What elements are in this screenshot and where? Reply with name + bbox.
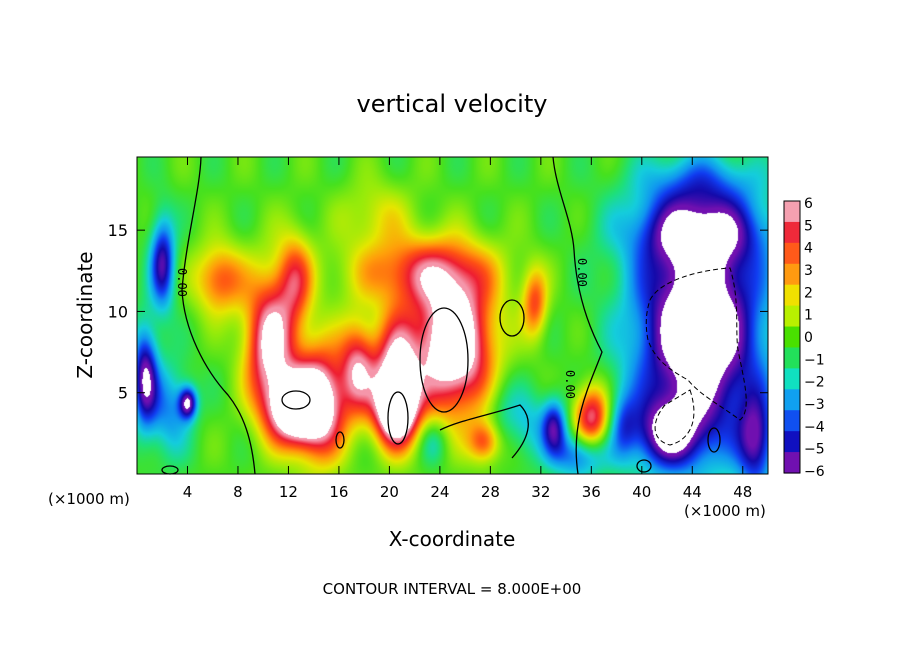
chart-title: vertical velocity	[357, 90, 548, 118]
contour-loop-mid	[387, 391, 409, 445]
x-tick-label: 24	[430, 483, 449, 501]
colorbar-swatch	[784, 368, 800, 390]
colorbar-tick-label: −1	[804, 352, 825, 368]
contour-loop-bottom-right	[707, 427, 721, 453]
colorbar-swatch	[784, 242, 800, 265]
colorbar-swatch	[784, 326, 800, 349]
contour-loop-center	[419, 307, 469, 413]
colorbar-tick-label: 1	[804, 308, 813, 324]
colorbar-swatch	[784, 452, 800, 474]
contour-loop-right-mid	[499, 299, 525, 337]
plot-frame	[136, 156, 769, 475]
contour-label: 0.00	[563, 370, 577, 399]
x-tick-label: 12	[279, 483, 298, 501]
colorbar: 6 5 4 3 2 1 0 −1 −2 −3 −4 −5 −6	[783, 196, 825, 480]
colorbar-frame	[783, 200, 801, 474]
colorbar-swatch	[784, 389, 800, 411]
contour-label: 0.00	[575, 258, 589, 287]
colorbar-tick-label: 6	[804, 196, 813, 212]
colorbar-swatch	[784, 284, 800, 307]
contour-label: 0.00	[175, 268, 189, 297]
zero-contour-right	[552, 156, 603, 475]
x-tick-label: 40	[632, 483, 651, 501]
colorbar-tick-label: −6	[804, 464, 825, 480]
y-tick-label: 15	[108, 221, 128, 240]
negative-contours	[645, 267, 747, 446]
colorbar-swatch	[784, 305, 800, 328]
contour-loop-bottom-a	[636, 459, 652, 473]
colorbar-swatch	[784, 431, 800, 453]
contour-lines	[161, 156, 721, 475]
colorbar-tick-label: 5	[804, 218, 813, 234]
colorbar-swatch	[784, 201, 800, 223]
y-axis-ticks: 5 10 15	[108, 221, 768, 403]
y-axis-label: Z-coordinate	[73, 251, 97, 378]
x-unit-label-right: (×1000 m)	[684, 502, 766, 520]
x-tick-label: 32	[531, 483, 550, 501]
colorbar-tick-label: 2	[804, 285, 813, 301]
x-unit-label-left: (×1000 m)	[48, 490, 130, 508]
x-tick-label: 4	[183, 483, 193, 501]
x-tick-label: 48	[733, 483, 752, 501]
x-tick-label: 44	[683, 483, 702, 501]
contour-value-labels: 0.00 0.00 0.00	[175, 258, 589, 399]
contour-interval-footer: CONTOUR INTERVAL = 8.000E+00	[323, 580, 582, 598]
x-tick-label: 28	[481, 483, 500, 501]
colorbar-tick-label: −5	[804, 442, 825, 458]
colorbar-swatch	[784, 221, 800, 244]
y-tick-label: 5	[118, 384, 128, 403]
colorbar-tick-label: −4	[804, 419, 825, 435]
x-tick-label: 20	[380, 483, 399, 501]
x-tick-label: 8	[233, 483, 243, 501]
heatmap-field	[137, 157, 768, 474]
colorbar-tick-label: −3	[804, 397, 825, 413]
colorbar-tick-label: 0	[804, 330, 813, 346]
colorbar-swatch	[784, 263, 800, 286]
colorbar-tick-label: 3	[804, 263, 813, 279]
x-axis-label: X-coordinate	[389, 527, 516, 551]
contour-loop-bottom-c	[335, 431, 345, 449]
zero-contour-left	[181, 156, 256, 475]
contour-loop-small	[281, 390, 311, 410]
x-tick-label: 16	[329, 483, 348, 501]
colorbar-tick-label: 4	[804, 241, 813, 257]
y-tick-label: 10	[108, 302, 128, 321]
contour-lower-band	[439, 404, 529, 459]
x-axis-ticks: 4 8 12 16 20 24 28 32 36 40 44 48	[183, 157, 752, 501]
colorbar-swatch	[784, 347, 800, 369]
dashed-contour-a	[645, 267, 747, 421]
dashed-contour-b	[654, 389, 695, 446]
colorbar-swatch	[784, 410, 800, 432]
colorbar-tick-label: −2	[804, 375, 825, 391]
x-tick-label: 36	[582, 483, 601, 501]
